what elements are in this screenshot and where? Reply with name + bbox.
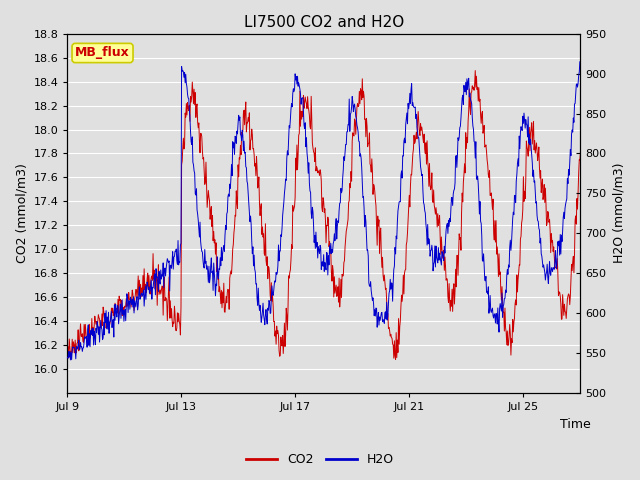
Text: MB_flux: MB_flux [75, 47, 130, 60]
Legend: CO2, H2O: CO2, H2O [241, 448, 399, 471]
Y-axis label: CO2 (mmol/m3): CO2 (mmol/m3) [15, 163, 28, 263]
X-axis label: Time: Time [560, 418, 591, 431]
Y-axis label: H2O (mmol/m3): H2O (mmol/m3) [612, 163, 625, 264]
Title: LI7500 CO2 and H2O: LI7500 CO2 and H2O [244, 15, 404, 30]
